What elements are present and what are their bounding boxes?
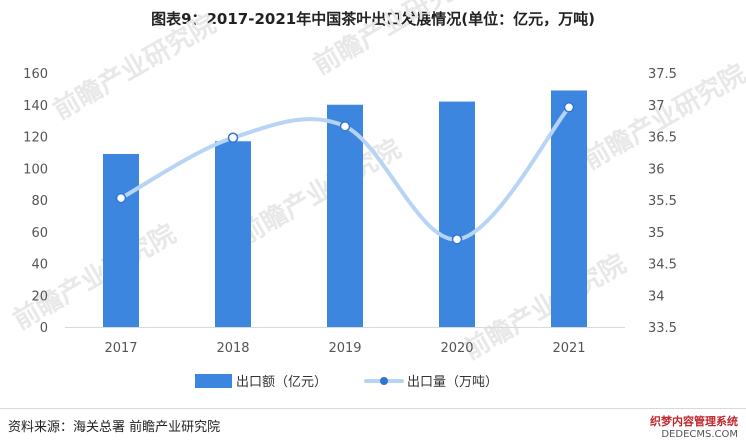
line-point-2018 xyxy=(227,132,239,144)
x-tick-2017: 2017 xyxy=(104,341,137,356)
bar-2020 xyxy=(439,101,475,327)
bar-2018 xyxy=(215,141,251,327)
corner-watermark-line2: DEDECMS.COM xyxy=(661,429,738,440)
source-note: 资料来源：海关总署 前瞻产业研究院 xyxy=(8,420,221,435)
bar-2021 xyxy=(551,90,587,328)
legend-line-marker xyxy=(380,377,388,385)
y-left-tick-2: 40 xyxy=(31,258,48,273)
export-volume-line xyxy=(119,105,571,242)
y-axis-left-ticks: 0 20 40 60 80 100 120 140 160 xyxy=(23,67,48,336)
corner-watermark-line1: 织梦内容管理系统 xyxy=(650,415,738,428)
y-left-tick-4: 80 xyxy=(31,194,48,209)
x-axis-labels: 2017 2018 2019 2020 2021 xyxy=(104,341,585,356)
watermark-text-0: 前瞻产业研究院 xyxy=(48,8,221,126)
bar-2019 xyxy=(327,104,363,327)
line-point-2021 xyxy=(563,102,575,113)
bar-series xyxy=(103,90,587,328)
y-axis-right-ticks: 33.5 34 34.5 35 35.5 36 36.5 37 37.5 xyxy=(648,67,677,336)
y-left-tick-0: 0 xyxy=(40,321,48,336)
y-left-tick-5: 100 xyxy=(23,162,48,177)
y-right-tick-1: 34 xyxy=(648,289,665,304)
bar-2017 xyxy=(103,153,139,327)
y-left-tick-1: 20 xyxy=(31,289,48,304)
x-tick-2021: 2021 xyxy=(552,341,585,356)
y-right-tick-5: 36 xyxy=(648,162,665,177)
x-tick-2018: 2018 xyxy=(216,341,249,356)
watermark-text-5: 前瞻产业研究院 xyxy=(458,248,631,366)
line-point-2020 xyxy=(451,234,463,245)
y-left-tick-7: 140 xyxy=(23,99,48,114)
legend-line-label: 出口量（万吨） xyxy=(407,375,498,390)
y-right-tick-8: 37.5 xyxy=(648,67,677,82)
legend-bar-label: 出口额（亿元） xyxy=(236,375,327,390)
y-left-tick-3: 60 xyxy=(31,226,48,241)
y-right-tick-0: 33.5 xyxy=(648,321,677,336)
legend: 出口额（亿元） 出口量（万吨） xyxy=(195,374,498,390)
y-right-tick-7: 37 xyxy=(648,99,665,114)
footer-divider xyxy=(0,408,746,409)
chart-title: 图表9：2017-2021年中国茶叶出口发展情况(单位：亿元，万吨) xyxy=(151,10,595,28)
watermark-text-1: 前瞻产业研究院 xyxy=(308,0,481,81)
legend-bar-swatch xyxy=(195,374,232,388)
line-point-2017 xyxy=(115,192,127,204)
y-right-tick-4: 35.5 xyxy=(648,194,677,209)
corner-watermark: 织梦内容管理系统 DEDECMS.COM xyxy=(650,415,738,441)
y-right-tick-3: 35 xyxy=(648,226,665,241)
line-point-2019 xyxy=(339,121,351,132)
y-left-tick-6: 120 xyxy=(23,131,48,146)
line-series xyxy=(115,102,575,245)
x-tick-2020: 2020 xyxy=(440,341,473,356)
watermark-text-3: 前瞻产业研究院 xyxy=(233,133,406,251)
y-right-tick-2: 34.5 xyxy=(648,258,677,273)
x-tick-2019: 2019 xyxy=(328,341,361,356)
y-right-tick-6: 36.5 xyxy=(648,131,677,146)
y-left-tick-8: 160 xyxy=(23,67,48,82)
